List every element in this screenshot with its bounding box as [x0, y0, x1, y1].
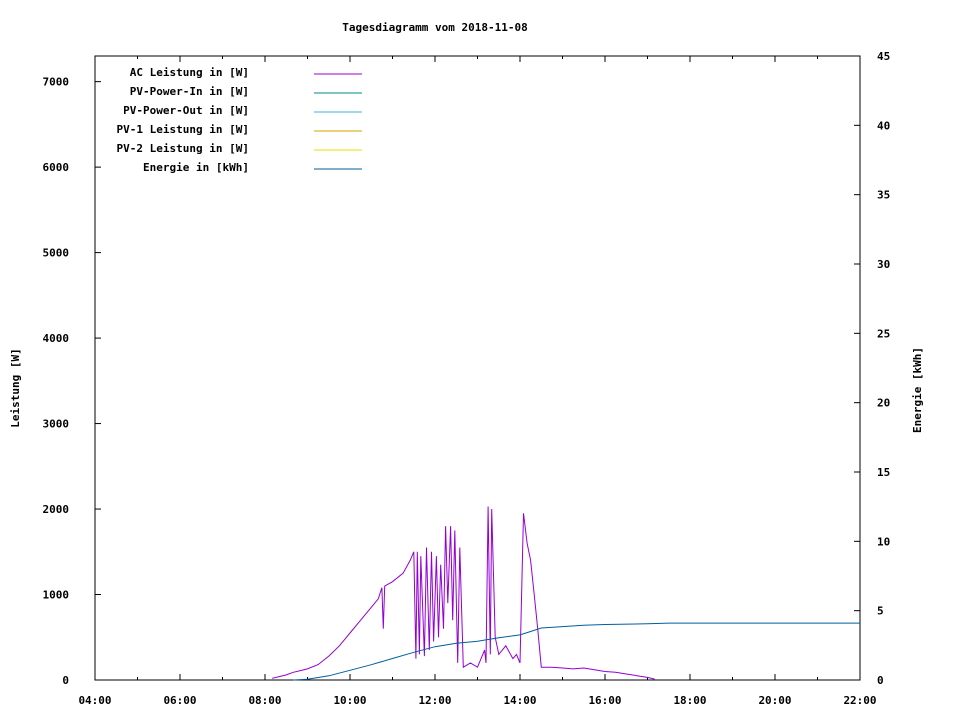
x-tick-label: 18:00 — [673, 694, 706, 707]
y-tick-label: 0 — [62, 674, 69, 687]
x-tick-label: 16:00 — [588, 694, 621, 707]
y-axis-right-label: Energie [kWh] — [911, 347, 924, 433]
legend-label: Energie in [kWh] — [143, 161, 249, 174]
y2-tick-label: 5 — [877, 605, 884, 618]
y2-tick-label: 0 — [877, 674, 884, 687]
series-layer — [271, 506, 860, 681]
x-tick-label: 08:00 — [248, 694, 281, 707]
y-tick-label: 3000 — [43, 418, 70, 431]
legend-label: PV-2 Leistung in [W] — [117, 142, 249, 155]
x-axis: 04:00 06:00 08:00 10:00 12:00 14:00 16:00 18:00… — [78, 56, 877, 707]
y2-tick-label: 30 — [877, 258, 890, 271]
legend-label: AC Leistung in [W] — [130, 66, 249, 79]
y-axis-left: 0 1000 2000 3000 4000 5000 6000 7000 — [43, 76, 101, 687]
y-tick-label: 5000 — [43, 247, 70, 260]
series-line-5 — [293, 622, 860, 681]
y-tick-label: 4000 — [43, 332, 70, 345]
y2-tick-label: 45 — [877, 50, 890, 63]
x-tick-label: 06:00 — [163, 694, 196, 707]
series-line-0 — [271, 506, 655, 680]
y2-tick-label: 35 — [877, 189, 890, 202]
y2-tick-label: 20 — [877, 397, 890, 410]
legend-label: PV-Power-Out in [W] — [123, 104, 249, 117]
x-tick-label: 14:00 — [503, 694, 536, 707]
y-axis-left-label: Leistung [W] — [9, 348, 22, 427]
legend-label: PV-1 Leistung in [W] — [117, 123, 249, 136]
y2-tick-label: 15 — [877, 466, 890, 479]
y-tick-label: 1000 — [43, 589, 70, 602]
x-tick-label: 20:00 — [758, 694, 791, 707]
y2-tick-label: 25 — [877, 327, 890, 340]
y-tick-label: 7000 — [43, 76, 70, 89]
y-tick-label: 2000 — [43, 503, 70, 516]
legend-label: PV-Power-In in [W] — [130, 85, 249, 98]
x-tick-label: 10:00 — [333, 694, 366, 707]
chart-title: Tagesdiagramm vom 2018-11-08 — [342, 21, 527, 34]
legend: AC Leistung in [W] PV-Power-In in [W] PV-P… — [117, 66, 362, 174]
x-tick-label: 04:00 — [78, 694, 111, 707]
x-tick-label: 22:00 — [843, 694, 876, 707]
y-tick-label: 6000 — [43, 161, 70, 174]
y-axis-right: 0 5 10 15 20 25 30 35 40 45 — [854, 50, 890, 687]
y2-tick-label: 40 — [877, 119, 890, 132]
y2-tick-label: 10 — [877, 535, 890, 548]
x-tick-label: 12:00 — [418, 694, 451, 707]
